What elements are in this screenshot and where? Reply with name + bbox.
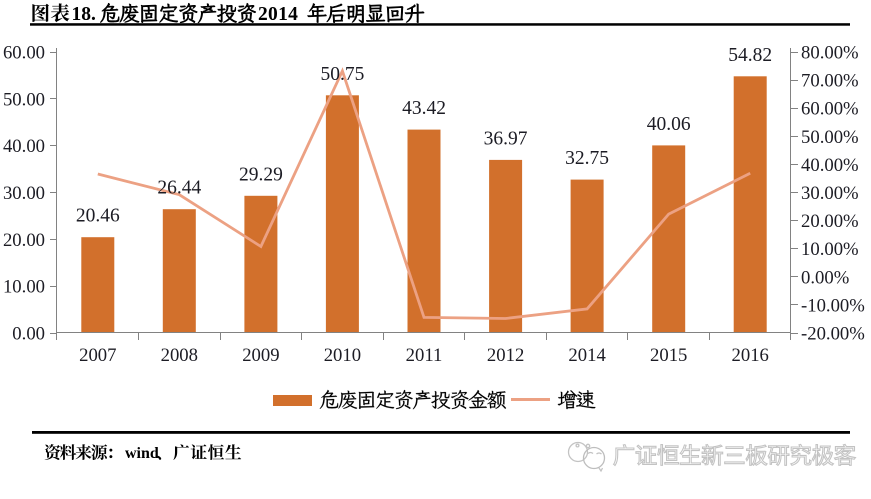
svg-text:18.: 18. xyxy=(72,4,97,25)
svg-text:2015: 2015 xyxy=(650,345,687,366)
svg-text:40.00: 40.00 xyxy=(3,136,45,157)
svg-text:80.00%: 80.00% xyxy=(801,43,859,64)
svg-text:40.06: 40.06 xyxy=(647,114,691,135)
svg-text:50.00: 50.00 xyxy=(3,89,45,110)
svg-text:60.00: 60.00 xyxy=(3,43,45,64)
svg-text:54.82: 54.82 xyxy=(728,45,772,66)
svg-text:30.00%: 30.00% xyxy=(801,183,859,204)
svg-text:2012: 2012 xyxy=(487,345,524,366)
svg-text:43.42: 43.42 xyxy=(402,98,446,119)
svg-text:0.00: 0.00 xyxy=(12,324,45,345)
svg-text:20.00: 20.00 xyxy=(3,230,45,251)
svg-text:-10.00%: -10.00% xyxy=(801,295,865,316)
svg-text:2016: 2016 xyxy=(732,345,769,366)
svg-text:32.75: 32.75 xyxy=(565,148,609,169)
svg-text:50.75: 50.75 xyxy=(320,64,364,85)
svg-text:10.00: 10.00 xyxy=(3,277,45,298)
svg-text:2011: 2011 xyxy=(406,345,443,366)
svg-text:29.29: 29.29 xyxy=(239,164,283,185)
svg-text:60.00%: 60.00% xyxy=(801,99,859,120)
svg-text:2014: 2014 xyxy=(568,345,606,366)
svg-text:36.97: 36.97 xyxy=(484,128,528,149)
svg-text:70.00%: 70.00% xyxy=(801,71,859,92)
svg-text:-20.00%: -20.00% xyxy=(801,324,865,345)
svg-text:0.00%: 0.00% xyxy=(801,267,849,288)
svg-text:40.00%: 40.00% xyxy=(801,155,859,176)
svg-text:2007: 2007 xyxy=(79,345,116,366)
svg-text:20.00%: 20.00% xyxy=(801,211,859,232)
svg-text:10.00%: 10.00% xyxy=(801,239,859,260)
svg-text:2009: 2009 xyxy=(242,345,279,366)
svg-text:wind: wind xyxy=(125,445,159,462)
svg-text:2008: 2008 xyxy=(161,345,198,366)
svg-text:20.46: 20.46 xyxy=(76,206,120,227)
svg-text:2010: 2010 xyxy=(324,345,361,366)
svg-text:2014: 2014 xyxy=(258,4,298,25)
svg-text:30.00: 30.00 xyxy=(3,183,45,204)
svg-text:26.44: 26.44 xyxy=(157,178,201,199)
svg-text:50.00%: 50.00% xyxy=(801,127,859,148)
